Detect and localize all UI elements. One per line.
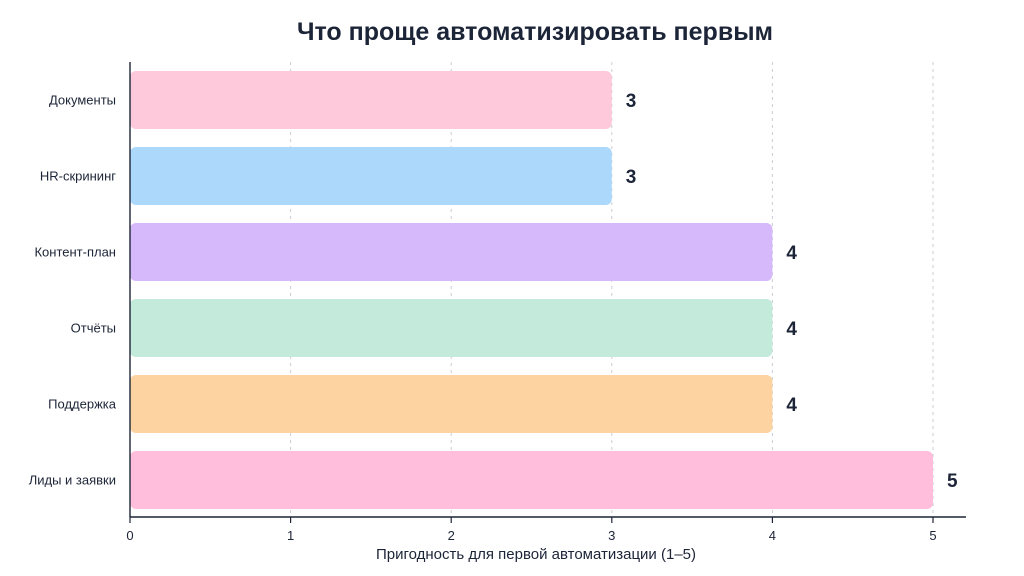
bar [130, 223, 773, 281]
bar [130, 71, 612, 129]
x-tick-label: 2 [448, 528, 455, 543]
category-label: Контент-план [34, 245, 116, 260]
chart-title: Что проще автоматизировать первым [297, 18, 773, 46]
x-tick-label: 4 [769, 528, 776, 543]
x-axis-label: Пригодность для первой автоматизации (1–… [376, 546, 696, 563]
bar [130, 451, 933, 509]
value-label: 5 [947, 471, 958, 492]
category-label: Документы [49, 93, 116, 108]
bars: Документы 3 HR-скрининг 3 Контент-план 4 Отчёт… [29, 71, 958, 509]
value-label: 4 [786, 319, 797, 340]
grid-lines [290, 62, 934, 517]
x-tick-label: 1 [287, 528, 294, 543]
value-label: 4 [786, 243, 797, 264]
bar [130, 375, 773, 433]
value-label: 3 [626, 91, 637, 112]
category-label: Поддержка [48, 397, 117, 412]
bar [130, 147, 612, 205]
value-label: 4 [786, 395, 797, 416]
x-tick-label: 3 [608, 528, 615, 543]
axes: 0 1 2 3 4 5 [126, 62, 966, 543]
category-label: Лиды и заявки [29, 473, 116, 488]
bar [130, 299, 773, 357]
x-tick-label: 5 [929, 528, 936, 543]
category-label: Отчёты [71, 321, 116, 336]
x-tick-label: 0 [126, 528, 133, 543]
value-label: 3 [626, 167, 637, 188]
category-label: HR-скрининг [40, 169, 116, 184]
